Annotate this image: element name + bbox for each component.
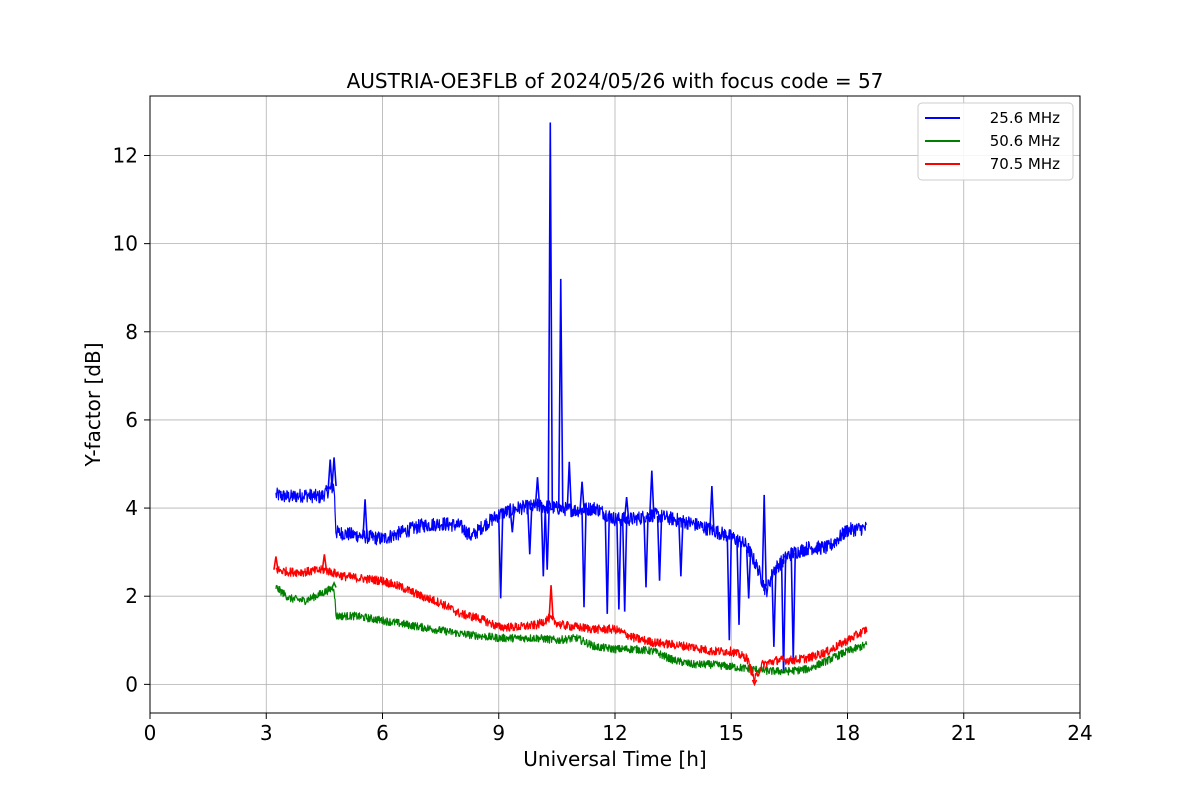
x-tick-label: 6 xyxy=(376,721,389,745)
series-spike xyxy=(726,536,733,641)
series-spike xyxy=(771,569,777,647)
x-tick-label: 18 xyxy=(835,721,860,745)
y-tick-label: 6 xyxy=(125,408,138,432)
x-tick-label: 15 xyxy=(719,721,744,745)
series-spike xyxy=(761,494,767,587)
series-spike xyxy=(327,459,333,490)
series-spike xyxy=(616,519,622,610)
series-spike xyxy=(497,513,504,599)
series-spike xyxy=(678,520,684,577)
series-layer xyxy=(273,122,868,687)
series-spike xyxy=(736,541,742,625)
y-axis-label: Y-factor [dB] xyxy=(81,342,105,467)
series-spike xyxy=(321,554,328,570)
x-tick-label: 24 xyxy=(1067,721,1092,745)
series-spike xyxy=(709,485,715,531)
series-spike xyxy=(604,514,611,614)
x-axis-label: Universal Time [h] xyxy=(523,747,706,771)
series-line-2 xyxy=(275,584,868,676)
series-line-3 xyxy=(275,565,868,683)
series-spike xyxy=(273,556,279,570)
series-spike xyxy=(745,549,752,599)
series-spike xyxy=(557,278,564,509)
series-spike xyxy=(751,679,758,687)
series-spike xyxy=(656,515,663,581)
y-tick-label: 12 xyxy=(113,143,138,167)
legend-box xyxy=(917,102,1074,181)
series-spike xyxy=(548,585,554,620)
legend: 25.6 MHz 50.6 MHz 70.5 MHz xyxy=(917,102,1074,181)
y-tick-label: 10 xyxy=(113,232,138,256)
chart-title: AUSTRIA-OE3FLB of 2024/05/26 with focus … xyxy=(347,69,884,93)
series-spike xyxy=(649,470,655,516)
series-spike xyxy=(581,509,587,608)
x-tick-label: 0 xyxy=(144,721,157,745)
series-spike xyxy=(331,581,337,588)
x-tick-label: 21 xyxy=(951,721,976,745)
series-spike xyxy=(362,499,368,537)
series-spike xyxy=(623,496,630,520)
series-spike xyxy=(643,516,649,588)
series-spike xyxy=(544,506,550,570)
series-spike xyxy=(579,481,585,510)
y-tick-label: 2 xyxy=(125,584,138,608)
series-spike xyxy=(566,461,573,510)
legend-label: 50.6 MHz xyxy=(990,132,1060,150)
x-tick-label: 3 xyxy=(260,721,273,745)
series-spike xyxy=(331,457,337,487)
legend-label: 70.5 MHz xyxy=(990,155,1060,173)
x-tick-label: 9 xyxy=(492,721,505,745)
series-spike xyxy=(534,477,541,506)
y-tick-label: 8 xyxy=(125,320,138,344)
x-tick-label: 12 xyxy=(602,721,627,745)
y-tick-label: 4 xyxy=(125,496,138,520)
series-line-1 xyxy=(275,481,868,598)
series-spike xyxy=(509,509,516,533)
series-spike xyxy=(621,519,628,612)
series-spike xyxy=(780,560,787,674)
series-spike xyxy=(526,506,533,555)
y-tick-label: 0 xyxy=(125,672,138,696)
series-spike xyxy=(540,506,547,577)
series-spike xyxy=(547,122,554,508)
legend-label: 25.6 MHz xyxy=(990,109,1060,127)
